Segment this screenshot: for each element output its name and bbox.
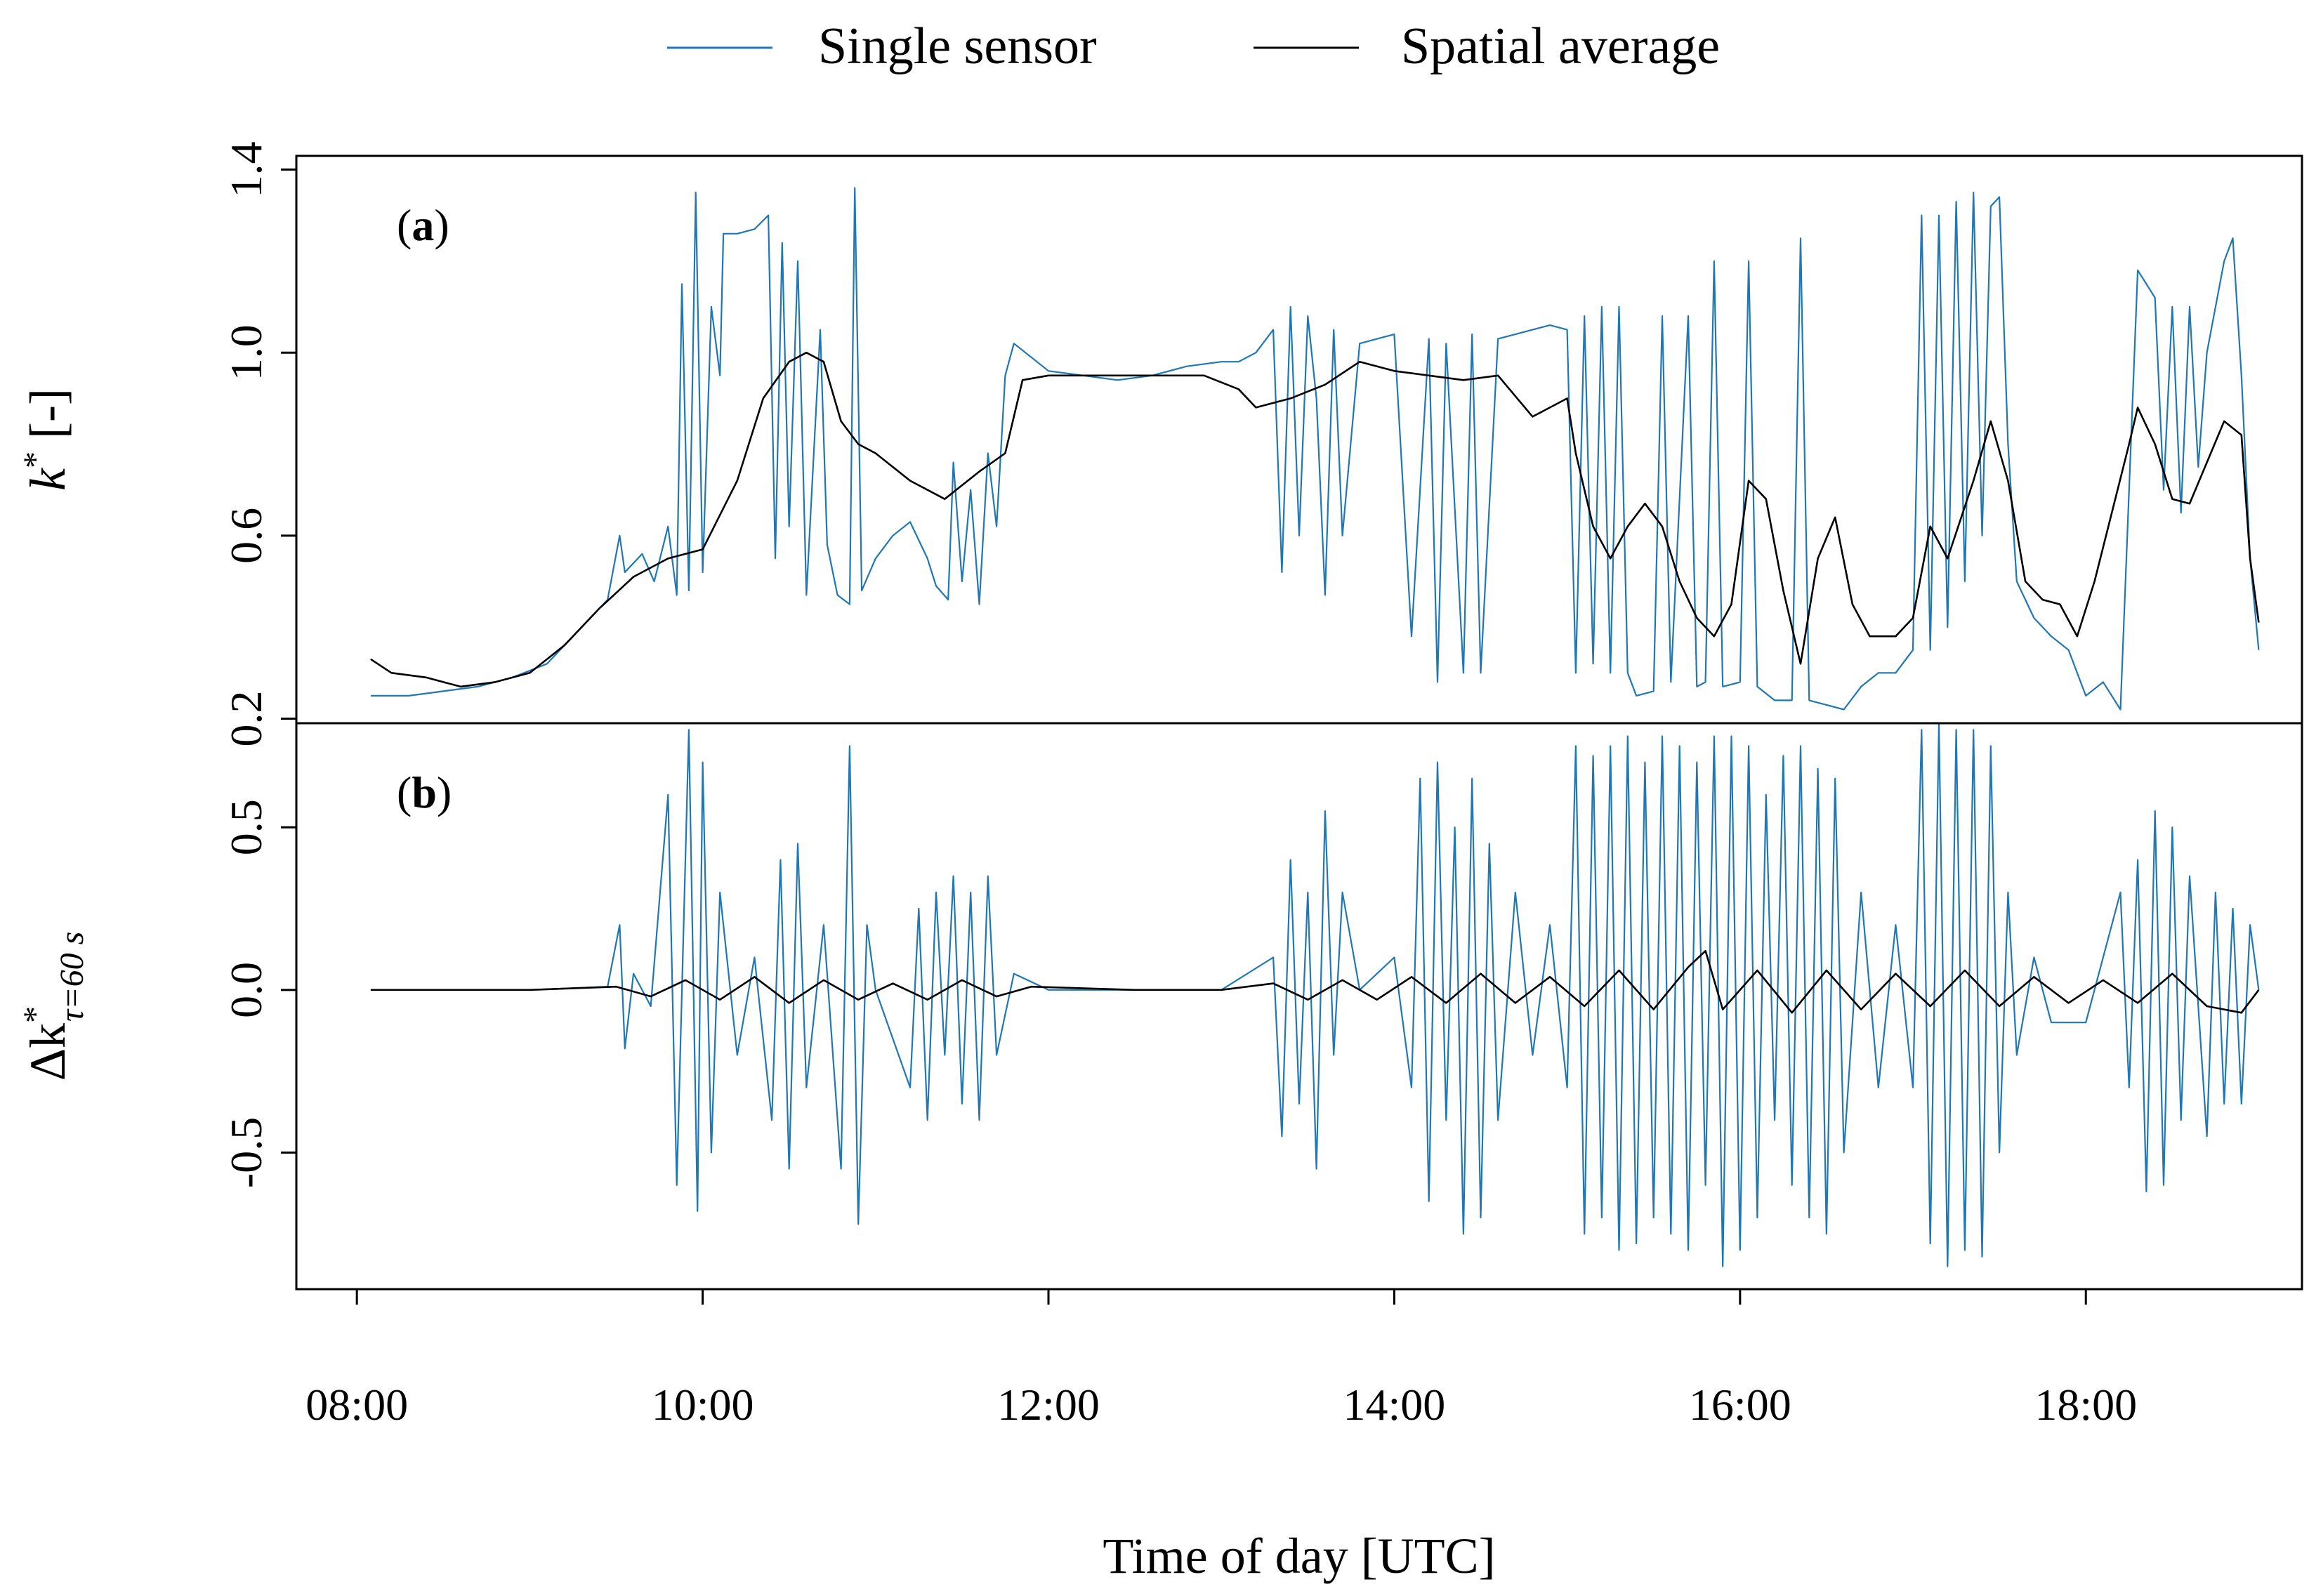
series-line-spatial-average: [370, 950, 2260, 1014]
x-tick-label: 12:00: [997, 1380, 1100, 1430]
series-line-single-sensor: [370, 187, 2260, 711]
legend: Single sensor Spatial average: [667, 18, 1720, 75]
x-tick-label: 14:00: [1343, 1380, 1446, 1430]
panel-a-y-axis: 0.2 0.6 1.0 1.4: [221, 142, 296, 746]
y-tick-label: 1.0: [221, 324, 271, 381]
y-tick-label: 0.2: [221, 690, 271, 746]
panel-b-label: (b): [397, 767, 452, 817]
panel-b: -0.5 0.0 0.5 (b) Δk*τ=60 s: [17, 722, 2303, 1291]
y-tick-label: 0.6: [221, 508, 271, 564]
series-group-a: [370, 187, 2260, 711]
panel-b-ylabel-sup: *: [17, 1006, 54, 1023]
panel-b-frame: [295, 722, 2303, 1291]
panel-a: 0.2 0.6 1.0 1.4 (a) k* [-]: [17, 142, 2303, 746]
y-tick-label: 1.4: [221, 142, 271, 198]
x-tick-label: 10:00: [652, 1380, 754, 1430]
y-tick-label: 0.0: [221, 962, 271, 1018]
x-axis-title: Time of day [UTC]: [1103, 1528, 1495, 1584]
panel-b-ylabel-base: Δk: [20, 1023, 76, 1081]
panel-a-ylabel-base: k: [20, 467, 76, 491]
series-group-b: [370, 722, 2260, 1267]
panel-a-ylabel-suffix: [-]: [20, 388, 76, 451]
panel-a-letter: a: [412, 200, 434, 250]
panel-a-label: (a): [397, 200, 449, 250]
panel-a-ylabel-sup: *: [17, 451, 54, 468]
x-axis-ticks: 08:00 10:00 12:00 14:00 16:00 18:00: [305, 1289, 2137, 1430]
series-line-single-sensor: [370, 722, 2260, 1267]
panel-b-y-axis: -0.5 0.0 0.5: [221, 799, 296, 1188]
x-tick-label: 18:00: [2034, 1380, 2137, 1430]
x-axis: 08:00 10:00 12:00 14:00 16:00 18:00 Time of d…: [305, 1288, 2137, 1584]
x-tick-label: 16:00: [1689, 1380, 1791, 1430]
x-tick-label: 08:00: [305, 1380, 408, 1430]
y-tick-label: -0.5: [221, 1117, 271, 1188]
legend-label-spatial-average: Spatial average: [1401, 18, 1720, 75]
panel-a-ylabel: k* [-]: [17, 388, 76, 491]
panel-b-ylabel: Δk*τ=60 s: [17, 932, 91, 1081]
panel-b-ylabel-sub: τ=60 s: [53, 932, 91, 1022]
y-tick-label: 0.5: [221, 799, 271, 855]
series-line-spatial-average: [370, 351, 2260, 688]
panel-b-letter: b: [412, 767, 437, 817]
legend-label-single-sensor: Single sensor: [818, 18, 1097, 75]
